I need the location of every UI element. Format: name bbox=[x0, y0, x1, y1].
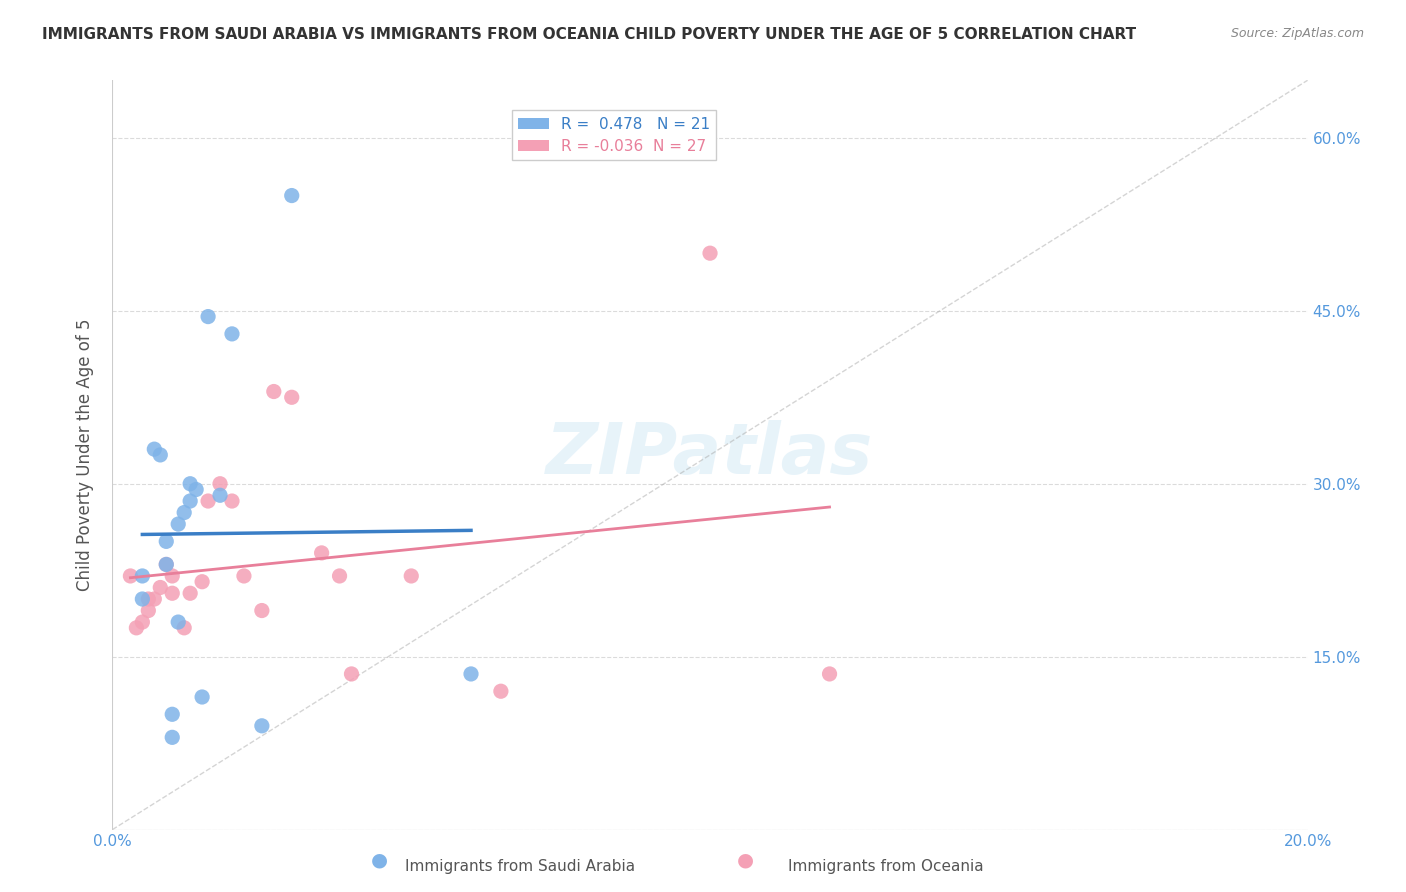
Text: IMMIGRANTS FROM SAUDI ARABIA VS IMMIGRANTS FROM OCEANIA CHILD POVERTY UNDER THE : IMMIGRANTS FROM SAUDI ARABIA VS IMMIGRAN… bbox=[42, 27, 1136, 42]
Text: Immigrants from Oceania: Immigrants from Oceania bbox=[787, 859, 984, 874]
Point bbox=[329, 569, 352, 583]
Point bbox=[120, 569, 142, 583]
Point bbox=[179, 476, 201, 491]
Point bbox=[162, 731, 183, 745]
Point bbox=[167, 517, 190, 532]
Point bbox=[197, 494, 219, 508]
Point bbox=[311, 546, 333, 560]
Point bbox=[191, 574, 214, 589]
Point bbox=[699, 246, 721, 260]
Point bbox=[173, 506, 195, 520]
Point bbox=[209, 488, 232, 502]
Point bbox=[125, 621, 148, 635]
Point bbox=[131, 592, 153, 607]
Text: Immigrants from Saudi Arabia: Immigrants from Saudi Arabia bbox=[405, 859, 636, 874]
Legend: R =  0.478   N = 21, R = -0.036  N = 27: R = 0.478 N = 21, R = -0.036 N = 27 bbox=[512, 111, 717, 161]
Point bbox=[221, 326, 243, 341]
Point bbox=[155, 558, 177, 572]
Point bbox=[149, 448, 172, 462]
Point bbox=[489, 684, 512, 698]
Point bbox=[162, 569, 183, 583]
Point bbox=[173, 621, 195, 635]
Text: Source: ZipAtlas.com: Source: ZipAtlas.com bbox=[1230, 27, 1364, 40]
Point bbox=[221, 494, 243, 508]
Point bbox=[250, 719, 273, 733]
Point bbox=[149, 581, 172, 595]
Point bbox=[401, 569, 423, 583]
Point bbox=[131, 615, 153, 629]
Point bbox=[167, 615, 190, 629]
Point bbox=[209, 476, 232, 491]
Point bbox=[138, 603, 160, 617]
Point bbox=[179, 586, 201, 600]
Point bbox=[460, 667, 482, 681]
Point bbox=[250, 603, 273, 617]
Point bbox=[155, 534, 177, 549]
Point bbox=[131, 569, 153, 583]
Point bbox=[162, 707, 183, 722]
Point bbox=[179, 494, 201, 508]
Point bbox=[233, 569, 256, 583]
Point bbox=[281, 188, 304, 202]
Point bbox=[197, 310, 219, 324]
Point bbox=[191, 690, 214, 704]
Point bbox=[138, 592, 160, 607]
Text: ●: ● bbox=[371, 851, 388, 870]
Point bbox=[186, 483, 208, 497]
Point bbox=[155, 558, 177, 572]
Point bbox=[281, 390, 304, 404]
Point bbox=[162, 586, 183, 600]
Y-axis label: Child Poverty Under the Age of 5: Child Poverty Under the Age of 5 bbox=[76, 318, 94, 591]
Point bbox=[263, 384, 285, 399]
Point bbox=[143, 442, 166, 457]
Point bbox=[143, 592, 166, 607]
Point bbox=[818, 667, 841, 681]
Text: ●: ● bbox=[737, 851, 754, 870]
Point bbox=[340, 667, 363, 681]
Text: ZIPatlas: ZIPatlas bbox=[547, 420, 873, 490]
